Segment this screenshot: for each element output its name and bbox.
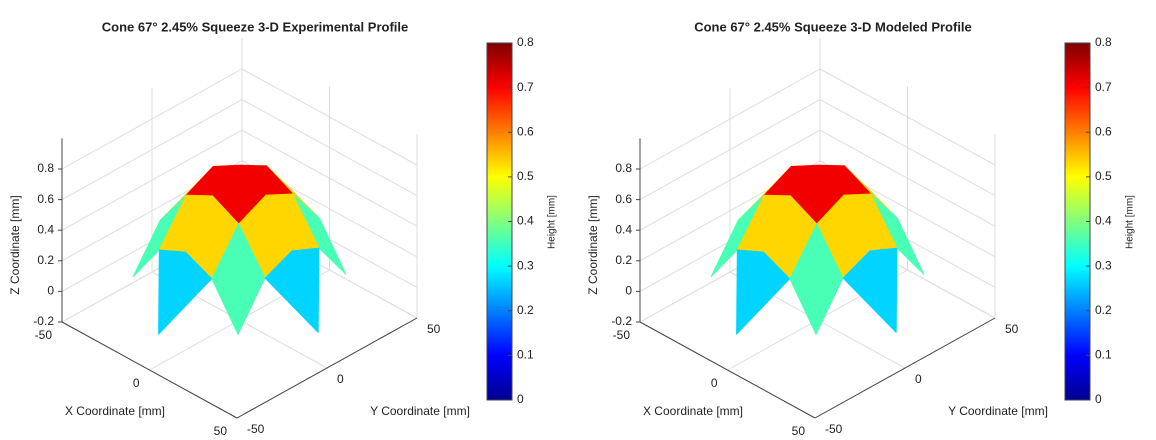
colorbar-tick-label: 0 — [1095, 392, 1102, 406]
z-tick-label: 0.6 — [37, 192, 54, 206]
z-tick-label: -0.2 — [33, 314, 54, 328]
z-tick-label: 0.4 — [615, 222, 632, 236]
y-tick-label: -50 — [825, 422, 843, 436]
colorbar-tick-label: 0.6 — [517, 124, 534, 138]
colorbar-tick-label: 0.4 — [1095, 214, 1112, 228]
surface-patch — [264, 250, 319, 333]
z-tick-label: 0.2 — [615, 253, 632, 267]
x-axis-label: X Coordinate [mm] — [643, 404, 743, 418]
colorbar-tick-label: 0.1 — [517, 348, 534, 362]
colorbar-tick-label: 0.4 — [517, 214, 534, 228]
colorbar-label: Height [mm] — [547, 195, 558, 249]
colorbar-tick-label: 0.6 — [1095, 124, 1112, 138]
z-axis-label: Z Coordinate [mm] — [8, 195, 22, 294]
colorbar-tick-label: 0 — [517, 392, 524, 406]
x-tick-label: 0 — [133, 376, 140, 390]
colorbar-tick-label: 0.5 — [1095, 169, 1112, 183]
z-tick-label: 0.4 — [37, 222, 54, 236]
z-tick-label: 0 — [47, 284, 54, 298]
y-tick-label: 50 — [1005, 322, 1019, 336]
colorbar-tick-label: 0.2 — [1095, 303, 1112, 317]
colorbar-tick-label: 0.7 — [517, 80, 534, 94]
x-axis-label: X Coordinate [mm] — [65, 404, 165, 418]
z-tick-label: -0.2 — [611, 314, 632, 328]
y-tick-label: 50 — [427, 322, 441, 336]
surface-patch — [842, 250, 897, 333]
y-axis — [814, 317, 996, 419]
colorbar — [486, 42, 513, 401]
y-axis-label: Y Coordinate [mm] — [370, 404, 470, 418]
colorbar-tick-label: 0.7 — [1095, 80, 1112, 94]
surface-patch — [736, 251, 791, 335]
y-axis-label: Y Coordinate [mm] — [948, 404, 1048, 418]
x-tick-label: 50 — [214, 424, 228, 438]
x-tick-label: 50 — [792, 424, 806, 438]
y-tick-label: -50 — [247, 422, 265, 436]
z-tick-label: 0.6 — [615, 192, 632, 206]
x-axis — [61, 321, 238, 419]
colorbar-tick-label: 0.1 — [1095, 348, 1112, 362]
colorbar-tick-label: 0.3 — [517, 258, 534, 272]
z-tick-label: 0.8 — [615, 161, 632, 175]
x-axis — [639, 321, 816, 419]
z-tick-label: 0.2 — [37, 253, 54, 267]
colorbar-label: Height [mm] — [1125, 195, 1136, 249]
z-tick-label: 0.8 — [37, 161, 54, 175]
z-tick-label: 0 — [625, 284, 632, 298]
y-tick-label: 0 — [337, 372, 344, 386]
z-axis-label: Z Coordinate [mm] — [586, 195, 600, 294]
chart-title: Cone 67° 2.45% Squeeze 3-D Modeled Profi… — [694, 19, 972, 34]
colorbar-tick-label: 0.2 — [517, 303, 534, 317]
x-tick-label: -50 — [35, 328, 53, 342]
y-axis — [236, 317, 418, 419]
colorbar-tick-label: 0.8 — [1095, 35, 1112, 49]
x-tick-label: 0 — [711, 376, 718, 390]
chart-title: Cone 67° 2.45% Squeeze 3-D Experimental … — [102, 19, 408, 34]
colorbar-tick-label: 0.8 — [517, 35, 534, 49]
colorbar-tick-label: 0.3 — [1095, 258, 1112, 272]
x-tick-label: -50 — [613, 328, 631, 342]
colorbar-tick-label: 0.5 — [517, 169, 534, 183]
y-tick-label: 0 — [915, 372, 922, 386]
surface-patch — [158, 251, 213, 335]
